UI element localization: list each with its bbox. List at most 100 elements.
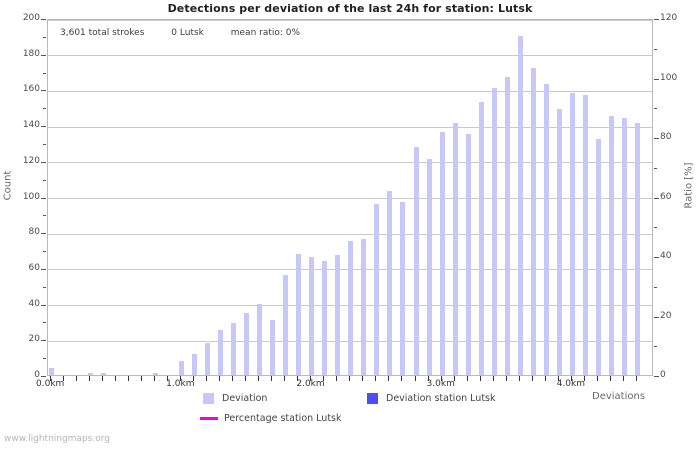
y2-axis-minor-tick — [654, 286, 657, 288]
y-axis-tick — [41, 197, 46, 199]
bar — [179, 360, 185, 375]
legend-item-deviation-station[interactable]: Deviation station Lutsk — [367, 390, 496, 406]
bar — [517, 35, 523, 375]
y-axis-minor-tick — [43, 36, 46, 38]
y-axis-tick-label: 200 — [22, 13, 40, 23]
bar — [504, 76, 510, 375]
gridline — [48, 55, 652, 57]
bar — [244, 312, 250, 375]
y2-axis-tick — [654, 257, 659, 258]
footer-source: www.lightningmaps.org — [4, 434, 110, 444]
y2-axis-tick — [654, 138, 659, 139]
bar — [231, 323, 237, 375]
y-axis-minor-tick — [43, 251, 46, 253]
x-axis-tick — [206, 376, 208, 381]
y-axis-tick — [41, 54, 46, 56]
x-axis-tick — [362, 376, 364, 381]
bar — [296, 253, 302, 375]
gridline — [48, 162, 652, 164]
y-axis-tick-label: 100 — [22, 191, 40, 202]
legend-label: Percentage station Lutsk — [224, 412, 342, 424]
bar — [530, 67, 536, 375]
x-axis-tick — [76, 376, 78, 381]
y-axis-tick — [41, 268, 46, 270]
x-axis-tick — [219, 376, 221, 381]
y-axis-minor-tick — [43, 179, 46, 181]
x-axis-tick — [115, 376, 117, 381]
x-axis-tick — [388, 376, 390, 381]
x-axis-tick — [63, 376, 65, 381]
y-axis-minor-tick — [43, 322, 46, 324]
y-axis-tick — [41, 304, 46, 306]
bar — [439, 132, 445, 375]
chart-legend: Deviation Deviation station Lutsk Percen… — [0, 390, 700, 430]
legend-label: Deviation station Lutsk — [386, 392, 496, 404]
x-axis-tick — [323, 376, 325, 381]
y2-axis-title: Ratio [%] — [683, 162, 695, 209]
bar — [621, 117, 627, 375]
bar — [569, 92, 575, 375]
x-axis-tick — [544, 376, 546, 381]
gridline — [48, 126, 652, 128]
bar — [192, 353, 198, 375]
x-axis-tick — [336, 376, 338, 381]
y-axis-tick — [41, 233, 46, 235]
x-axis-tick — [180, 376, 182, 381]
y-axis-tick-label: 80 — [28, 227, 40, 238]
x-axis-tick — [102, 376, 104, 381]
annotation-total-strokes: 3,601 total strokes — [60, 28, 145, 38]
bar — [49, 367, 54, 375]
bar — [153, 373, 159, 375]
x-axis-tick-label: 4.0km — [556, 379, 586, 389]
x-axis-tick-label: 0.0km — [36, 379, 65, 389]
y-axis-tick-label: 0 — [34, 370, 40, 380]
bar — [374, 203, 380, 375]
bar — [452, 123, 458, 375]
x-axis-tick — [128, 376, 130, 381]
y-axis-minor-tick — [43, 358, 46, 360]
y-axis-tick — [41, 376, 46, 377]
y-axis-tick — [41, 126, 46, 128]
y-axis-tick-label: 140 — [22, 120, 40, 131]
x-axis-tick — [349, 376, 351, 381]
y-axis-minor-tick — [43, 286, 46, 288]
bar — [491, 87, 497, 375]
x-axis-tick — [414, 376, 416, 381]
y2-axis-minor-tick — [654, 48, 657, 50]
bar — [634, 123, 640, 375]
bar — [543, 84, 549, 375]
y-axis-tick — [41, 340, 46, 342]
y2-axis-tick-label: 0 — [660, 370, 666, 380]
bar — [309, 257, 315, 375]
gridline — [48, 233, 652, 235]
legend-item-percentage-station[interactable]: Percentage station Lutsk — [200, 410, 342, 426]
x-axis-tick — [245, 376, 247, 381]
bar — [582, 94, 588, 375]
plot-area: 3,601 total strokes 0 Lutsk mean ratio: … — [47, 19, 653, 376]
y-axis-tick — [41, 90, 46, 92]
x-axis-tick — [271, 376, 273, 381]
x-axis-tick — [310, 376, 312, 381]
bar — [88, 373, 94, 375]
bar — [608, 116, 614, 375]
bar — [595, 139, 601, 375]
x-axis-tick — [440, 376, 442, 381]
bar — [205, 342, 211, 375]
y-axis-tick-label: 120 — [22, 155, 40, 166]
x-axis-tick — [154, 376, 156, 381]
y2-axis-tick — [654, 316, 659, 318]
legend-item-deviation[interactable]: Deviation — [203, 390, 267, 406]
x-axis-tick — [466, 376, 468, 381]
x-axis-tick — [401, 376, 403, 381]
x-axis-tick — [505, 376, 507, 381]
y2-axis-minor-tick — [654, 167, 657, 169]
x-axis-tick — [492, 376, 494, 381]
chart-title: Detections per deviation of the last 24h… — [167, 2, 533, 15]
legend-label: Deviation — [222, 392, 268, 404]
x-axis-tick — [570, 376, 572, 381]
y-axis-tick — [41, 161, 46, 163]
annotation-station-count: 0 Lutsk — [171, 28, 204, 38]
x-axis-tick — [609, 376, 611, 381]
y2-axis-tick — [654, 78, 659, 80]
